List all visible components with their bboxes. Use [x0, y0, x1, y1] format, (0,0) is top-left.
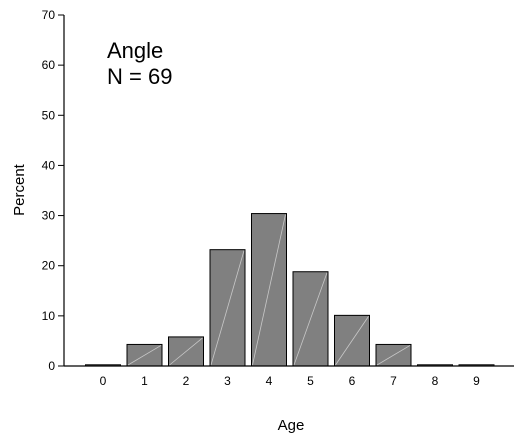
x-tick-label: 5	[307, 374, 314, 388]
bar-hatch-6	[335, 316, 369, 366]
y-tick-label: 20	[42, 259, 56, 273]
y-tick-label: 50	[42, 108, 56, 122]
x-tick-label: 7	[390, 374, 397, 388]
x-tick-label: 6	[349, 374, 356, 388]
y-axis-ticks: 0 10 20 30 40 50 60 70	[42, 8, 64, 373]
y-tick-label: 60	[42, 58, 56, 72]
y-tick-label: 10	[42, 309, 56, 323]
y-tick-label: 40	[42, 158, 56, 172]
y-tick-label: 30	[42, 209, 56, 223]
bar-hatch-4	[252, 214, 286, 366]
bar-hatch-3	[210, 250, 245, 366]
y-tick-label: 0	[48, 359, 55, 373]
x-tick-label: 1	[141, 374, 148, 388]
bar-hatch-7	[376, 345, 411, 366]
bar-hatch-2	[169, 337, 203, 366]
x-tick-labels: 0 1 2 3 4 5 6 7 8 9	[100, 374, 481, 388]
x-tick-label: 4	[266, 374, 273, 388]
bar-hatch-5	[293, 272, 328, 366]
x-tick-label: 0	[100, 374, 107, 388]
y-axis-label: Percent	[11, 163, 28, 216]
bars	[85, 213, 495, 367]
y-tick-label: 70	[42, 8, 56, 22]
x-tick-label: 3	[224, 374, 231, 388]
x-tick-label: 8	[432, 374, 439, 388]
x-tick-label: 9	[473, 374, 480, 388]
annotation-count: N = 69	[107, 64, 172, 89]
annotation-title: Angle	[107, 38, 163, 63]
bar-hatch-1	[127, 345, 162, 366]
x-tick-label: 2	[183, 374, 190, 388]
x-axis-label: Age	[278, 417, 305, 434]
